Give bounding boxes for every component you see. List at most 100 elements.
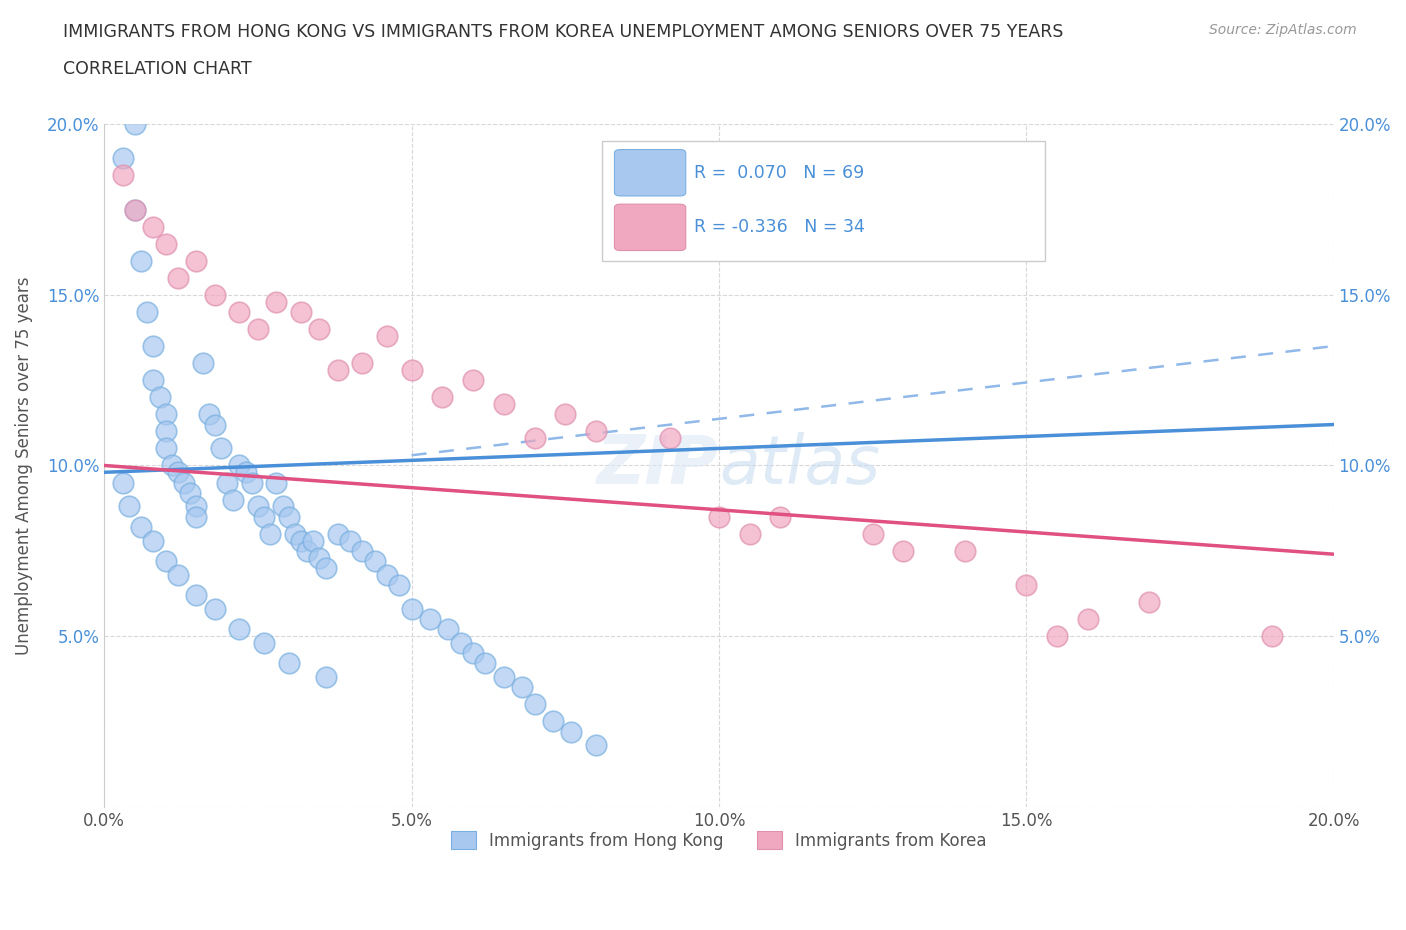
Text: atlas: atlas — [718, 432, 880, 498]
Point — [228, 458, 250, 473]
Point — [326, 526, 349, 541]
Point — [1137, 594, 1160, 609]
Point — [315, 670, 337, 684]
Point — [352, 355, 374, 370]
Point — [277, 656, 299, 671]
Point — [308, 322, 330, 337]
FancyBboxPatch shape — [614, 150, 686, 196]
Point — [560, 724, 582, 739]
Point — [284, 526, 307, 541]
Point — [253, 510, 276, 525]
Legend: Immigrants from Hong Kong, Immigrants from Korea: Immigrants from Hong Kong, Immigrants fr… — [444, 825, 994, 857]
Point — [222, 492, 245, 507]
Point — [375, 567, 398, 582]
Point — [510, 680, 533, 695]
Point — [259, 526, 281, 541]
Point — [295, 543, 318, 558]
Point — [277, 510, 299, 525]
Point — [209, 441, 232, 456]
Point — [111, 151, 134, 166]
Point — [124, 202, 146, 217]
Point — [118, 499, 141, 514]
Point — [197, 406, 219, 421]
Point — [253, 635, 276, 650]
Point — [375, 328, 398, 343]
Point — [862, 526, 884, 541]
Text: CORRELATION CHART: CORRELATION CHART — [63, 60, 252, 78]
Point — [352, 543, 374, 558]
Point — [167, 271, 190, 286]
Point — [129, 520, 152, 535]
Point — [461, 373, 484, 388]
Text: Source: ZipAtlas.com: Source: ZipAtlas.com — [1209, 23, 1357, 37]
Point — [707, 510, 730, 525]
Point — [186, 499, 208, 514]
Point — [142, 373, 165, 388]
Point — [523, 697, 546, 711]
Point — [167, 465, 190, 480]
Point — [1046, 629, 1069, 644]
Point — [432, 390, 454, 405]
Point — [155, 424, 177, 439]
Point — [204, 417, 226, 432]
Point — [204, 602, 226, 617]
Point — [142, 339, 165, 353]
Point — [136, 304, 159, 319]
Point — [419, 612, 441, 627]
Point — [302, 533, 325, 548]
Point — [186, 253, 208, 268]
Point — [585, 737, 607, 752]
Point — [160, 458, 183, 473]
Point — [308, 551, 330, 565]
Point — [953, 543, 976, 558]
Text: ZIP: ZIP — [598, 432, 718, 498]
Point — [658, 431, 681, 445]
Point — [148, 390, 170, 405]
Point — [266, 475, 288, 490]
Point — [461, 645, 484, 660]
Point — [124, 202, 146, 217]
Point — [142, 533, 165, 548]
Point — [155, 441, 177, 456]
Point — [769, 510, 792, 525]
Point — [155, 236, 177, 251]
Point — [891, 543, 914, 558]
Text: R =  0.070   N = 69: R = 0.070 N = 69 — [695, 164, 865, 181]
Text: IMMIGRANTS FROM HONG KONG VS IMMIGRANTS FROM KOREA UNEMPLOYMENT AMONG SENIORS OV: IMMIGRANTS FROM HONG KONG VS IMMIGRANTS … — [63, 23, 1064, 41]
Point — [228, 304, 250, 319]
Point — [217, 475, 239, 490]
Point — [111, 168, 134, 183]
Point — [401, 602, 423, 617]
Point — [401, 363, 423, 378]
Point — [111, 475, 134, 490]
Text: R = -0.336   N = 34: R = -0.336 N = 34 — [695, 219, 865, 236]
Point — [142, 219, 165, 234]
Point — [474, 656, 496, 671]
Point — [124, 117, 146, 132]
Point — [155, 553, 177, 568]
Point — [541, 714, 564, 729]
Point — [271, 499, 294, 514]
Point — [204, 287, 226, 302]
Point — [339, 533, 361, 548]
Point — [1015, 578, 1038, 592]
Point — [364, 553, 387, 568]
FancyBboxPatch shape — [614, 205, 686, 250]
Point — [1077, 612, 1099, 627]
Point — [240, 475, 263, 490]
Point — [492, 670, 515, 684]
Point — [523, 431, 546, 445]
Point — [290, 533, 312, 548]
Point — [129, 253, 152, 268]
Point — [585, 424, 607, 439]
Point — [266, 294, 288, 309]
Point — [1261, 629, 1284, 644]
Point — [554, 406, 576, 421]
Point — [235, 465, 257, 480]
Point — [228, 622, 250, 637]
Point — [186, 510, 208, 525]
Point — [290, 304, 312, 319]
Point — [186, 588, 208, 603]
Point — [492, 396, 515, 411]
Point — [173, 475, 195, 490]
